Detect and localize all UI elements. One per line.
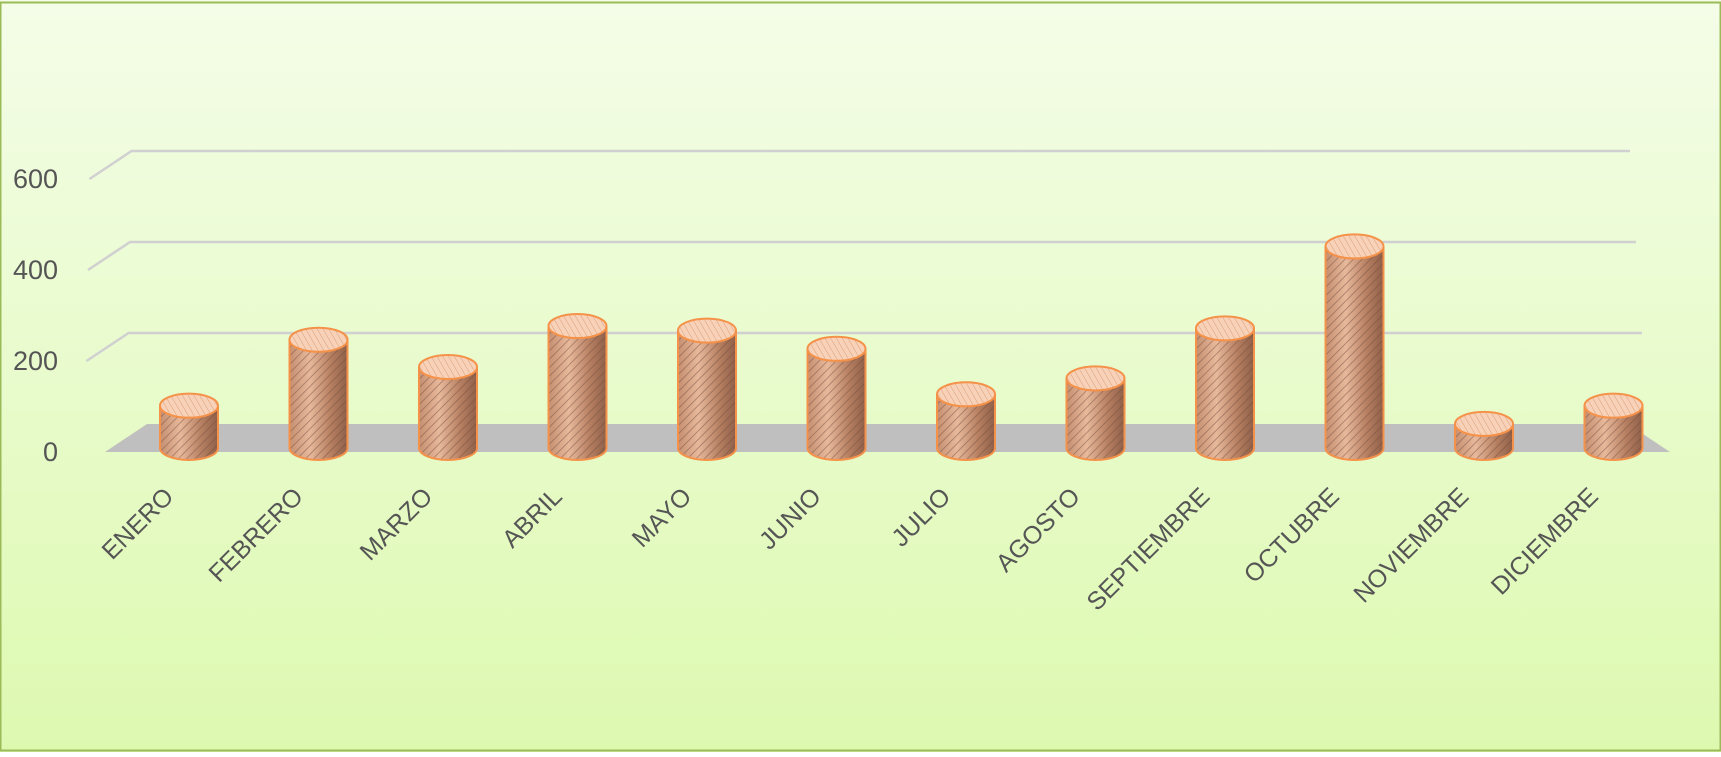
y-axis-ticks: 0 200 400 600 xyxy=(13,164,58,467)
bar-cylinder xyxy=(1065,365,1126,461)
y-tick-label: 200 xyxy=(13,346,58,376)
bar-cylinder xyxy=(806,335,867,461)
bar-top-texture xyxy=(549,315,606,338)
bar-top-texture xyxy=(1326,235,1383,258)
gridline xyxy=(88,149,1630,181)
bar-outline xyxy=(418,366,478,461)
bar-cylinder xyxy=(547,313,608,461)
gridline xyxy=(85,331,1642,363)
bar-top-texture xyxy=(1197,317,1253,340)
bar-top-texture xyxy=(161,394,217,417)
bar-top-texture xyxy=(1585,394,1642,417)
gridlines xyxy=(85,149,1642,363)
bar-outline xyxy=(288,339,349,461)
bar-top-texture xyxy=(679,319,735,342)
bar-cylinder xyxy=(1195,315,1255,461)
bar-cylinder xyxy=(418,354,478,461)
bar-top-texture xyxy=(938,383,994,406)
bar-top-texture xyxy=(420,356,476,378)
bar-outline xyxy=(1324,246,1385,461)
bar-top-texture xyxy=(1456,412,1512,435)
chart-floor xyxy=(105,424,1670,452)
bars xyxy=(159,233,1644,461)
bar-cylinder xyxy=(1454,410,1514,461)
bar-top-texture xyxy=(808,337,865,360)
y-tick-label: 600 xyxy=(13,164,58,194)
bar-cylinder xyxy=(1324,233,1385,461)
bar-cylinder xyxy=(936,381,996,461)
bar-outline xyxy=(677,330,737,461)
bar-top-texture xyxy=(290,328,347,351)
bar-outline xyxy=(547,325,608,461)
bar-cylinder xyxy=(1583,392,1644,461)
bar-cylinder xyxy=(159,392,219,461)
y-tick-label: 400 xyxy=(13,255,58,285)
bar-top-texture xyxy=(1067,367,1124,390)
bar-outline xyxy=(1195,328,1255,461)
bar-outline xyxy=(806,348,867,461)
bar-cylinder xyxy=(288,326,349,461)
y-tick-label: 0 xyxy=(43,437,58,467)
gridline xyxy=(87,240,1636,272)
bar-cylinder xyxy=(677,317,737,461)
